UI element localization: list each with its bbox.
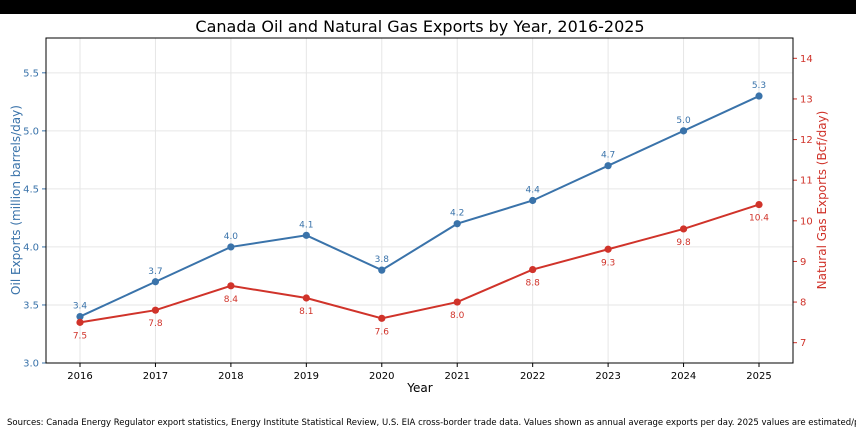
series-layer: 3.4 3.7 4.0 4.1 3.8 4.2 4.4 4.7 5.0 5.3 7.5 7.8 8.4 8… — [73, 81, 769, 341]
gas-data-point — [76, 318, 84, 326]
left-y-tick-label: 5.0 — [23, 126, 39, 137]
gas-data-label: 10.4 — [749, 214, 769, 224]
gas-data-point — [604, 245, 612, 253]
oil-data-point — [529, 196, 537, 205]
gas-data-point — [302, 294, 310, 302]
right-y-tick-label: 12 — [800, 135, 813, 146]
gas-data-label: 7.6 — [375, 327, 390, 337]
plot-frame — [45, 37, 794, 364]
right-y-axis-label: Natural Gas Exports (Bcf/day) — [815, 111, 829, 290]
gas-data-point — [755, 200, 763, 209]
x-tick-label: 2023 — [595, 371, 620, 382]
gas-data-label: 9.8 — [676, 238, 691, 248]
right-y-tick-label: 13 — [800, 94, 813, 105]
right-y-tick-label: 11 — [800, 176, 813, 187]
x-tick-label: 2025 — [746, 371, 771, 382]
gas-data-point — [227, 282, 235, 290]
left-y-tick-label: 4.5 — [23, 184, 39, 195]
right-y-tick-label: 9 — [800, 257, 806, 268]
x-tick-label: 2022 — [520, 371, 545, 382]
gas-data-label: 8.0 — [450, 311, 465, 321]
gas-data-point — [679, 225, 688, 233]
gas-data-label: 7.5 — [73, 331, 87, 341]
gas-data-point — [529, 265, 537, 274]
gas-data-label: 8.8 — [526, 279, 541, 289]
gas-data-label: 7.8 — [148, 319, 163, 329]
gas-data-point — [378, 314, 386, 322]
oil-data-point — [302, 231, 310, 239]
source-note: Sources: Canada Energy Regulator export … — [7, 418, 856, 428]
oil-data-point — [151, 278, 160, 286]
oil-data-point — [378, 266, 386, 274]
oil-data-point — [227, 243, 235, 251]
right-y-tick-label: 10 — [800, 216, 813, 227]
right-y-tick-label: 7 — [800, 338, 806, 349]
x-tick-label: 2016 — [67, 371, 92, 382]
gas-series-line — [79, 203, 760, 324]
x-tick-label: 2017 — [143, 371, 168, 382]
oil-data-label: 5.3 — [752, 81, 766, 91]
oil-data-label: 4.0 — [224, 232, 239, 242]
oil-data-point — [604, 162, 612, 170]
right-y-tick-label: 8 — [800, 298, 806, 309]
x-tick-label: 2018 — [218, 371, 243, 382]
oil-data-label: 4.1 — [299, 220, 313, 230]
x-axis-label: Year — [406, 381, 432, 395]
oil-data-point — [679, 127, 688, 135]
oil-data-point — [453, 220, 461, 228]
chart-title: Canada Oil and Natural Gas Exports by Ye… — [195, 17, 644, 36]
gas-data-label: 8.1 — [299, 307, 313, 317]
axes-layer: 2016 2017 2018 2019 2020 2021 2022 2023 2024 2025… — [23, 37, 813, 382]
x-tick-label: 2021 — [444, 371, 469, 382]
oil-data-label: 3.4 — [73, 302, 88, 312]
gas-data-point — [151, 306, 160, 314]
oil-series-line — [79, 95, 760, 318]
gas-data-label: 9.3 — [601, 258, 615, 268]
left-y-tick-label: 3.0 — [23, 359, 39, 370]
right-y-tick-label: 14 — [800, 54, 813, 65]
left-y-tick-label: 3.5 — [23, 300, 39, 311]
gas-data-point — [453, 298, 461, 306]
oil-data-label: 4.2 — [450, 209, 464, 219]
left-y-tick-label: 4.0 — [23, 242, 39, 253]
left-y-axis-label: Oil Exports (million barrels/day) — [9, 105, 23, 295]
top-black-bar — [0, 0, 856, 14]
oil-data-label: 5.0 — [676, 116, 691, 126]
oil-data-point — [76, 312, 84, 321]
x-tick-label: 2019 — [294, 371, 319, 382]
oil-data-label: 4.7 — [601, 151, 615, 161]
oil-data-label: 4.4 — [526, 186, 541, 196]
oil-data-label: 3.7 — [148, 267, 162, 277]
x-tick-label: 2020 — [369, 371, 394, 382]
x-tick-label: 2024 — [671, 371, 696, 382]
oil-data-label: 3.8 — [375, 255, 390, 265]
left-y-tick-label: 5.5 — [23, 68, 39, 79]
oil-data-point — [755, 92, 763, 100]
gas-data-label: 8.4 — [224, 295, 239, 305]
grid-layer — [46, 38, 793, 364]
